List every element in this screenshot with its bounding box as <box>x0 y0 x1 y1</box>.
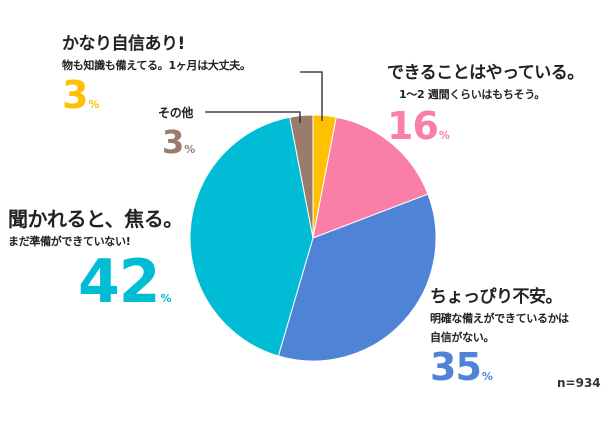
label-slightly-worried-heading: ちょっぴり不安。 <box>430 287 562 307</box>
label-flustered-percent: 42% <box>78 251 183 330</box>
label-doing-unit: % <box>438 129 450 142</box>
label-doing-value: 16 <box>387 104 439 148</box>
label-confident-heading: かなり自信あり! <box>62 34 185 54</box>
label-other-value: 3 <box>162 123 184 161</box>
sample-size-label: n=934 <box>557 376 601 390</box>
pie-slice-doing <box>312 116 429 239</box>
label-doing-note: 1〜2 週間くらいはもちそう。 <box>399 88 545 101</box>
label-confident-value: 3 <box>62 73 88 117</box>
label-other: その他 3% <box>158 104 195 167</box>
label-slightly-worried-note2: 自信がない。 <box>430 331 495 344</box>
label-other-unit: % <box>184 143 196 156</box>
label-flustered: 聞かれると、焦る。 まだ準備ができていない! 42% <box>8 207 183 330</box>
label-slightly-worried-note: 明確な備えができているかは <box>430 312 569 325</box>
label-doing-heading: できることはやっている。 <box>387 63 584 83</box>
pie-slice-other <box>289 114 314 239</box>
label-other-percent: 3% <box>162 125 195 167</box>
label-flustered-heading: 聞かれると、焦る。 <box>8 207 183 231</box>
label-confident: かなり自信あり! 物も知識も備えてる。1ヶ月は大丈夫。 3% <box>62 34 251 125</box>
pie-slice-flustered <box>189 116 314 357</box>
label-confident-note: 物も知識も備えてる。1ヶ月は大丈夫。 <box>62 59 251 72</box>
label-other-heading: その他 <box>158 106 194 120</box>
label-flustered-note: まだ準備ができていない! <box>8 235 131 248</box>
label-doing: できることはやっている。 1〜2 週間くらいはもちそう。 16% <box>387 63 584 156</box>
label-slightly-worried: ちょっぴり不安。 明確な備えができているかは 自信がない。 35% <box>430 287 569 397</box>
label-confident-unit: % <box>88 98 100 111</box>
pie-slice-slightly_worried <box>277 193 437 362</box>
label-slightly-worried-percent: 35% <box>430 347 569 397</box>
label-flustered-unit: % <box>160 292 172 305</box>
label-flustered-value: 42 <box>78 247 160 317</box>
leader-line-other <box>205 111 301 123</box>
leader-line-confident <box>300 71 323 121</box>
label-confident-percent: 3% <box>62 75 251 125</box>
label-doing-percent: 16% <box>387 106 584 156</box>
label-slightly-worried-unit: % <box>481 370 493 383</box>
label-slightly-worried-value: 35 <box>430 345 482 389</box>
